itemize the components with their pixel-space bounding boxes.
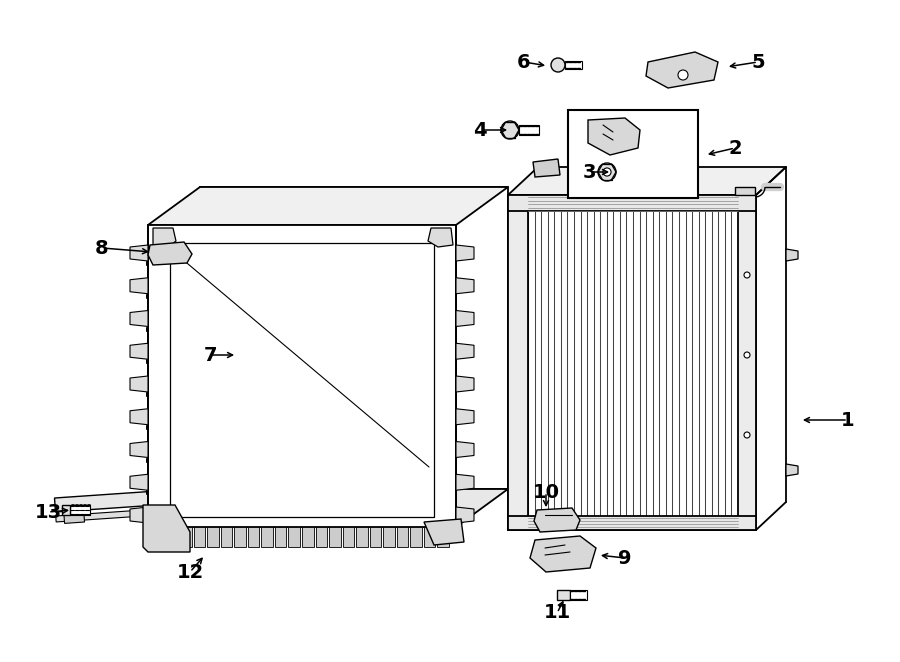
- Polygon shape: [424, 519, 464, 545]
- Polygon shape: [456, 474, 474, 491]
- Polygon shape: [508, 195, 528, 530]
- Polygon shape: [424, 527, 436, 547]
- Polygon shape: [261, 527, 273, 547]
- Polygon shape: [557, 590, 570, 600]
- Polygon shape: [64, 510, 85, 524]
- Polygon shape: [646, 52, 718, 88]
- Circle shape: [603, 168, 611, 176]
- Polygon shape: [55, 473, 420, 512]
- Polygon shape: [62, 505, 70, 515]
- Polygon shape: [130, 278, 148, 294]
- Text: 9: 9: [618, 549, 632, 567]
- Polygon shape: [130, 507, 148, 523]
- Polygon shape: [148, 187, 508, 225]
- Polygon shape: [170, 243, 434, 517]
- Polygon shape: [786, 249, 798, 261]
- Polygon shape: [130, 245, 148, 261]
- Polygon shape: [274, 527, 286, 547]
- Polygon shape: [56, 491, 421, 522]
- Text: 13: 13: [34, 502, 61, 522]
- Polygon shape: [180, 527, 192, 547]
- Polygon shape: [130, 474, 148, 491]
- Polygon shape: [456, 278, 474, 294]
- Circle shape: [744, 432, 750, 438]
- Polygon shape: [166, 527, 178, 547]
- Polygon shape: [565, 61, 582, 69]
- Polygon shape: [200, 187, 508, 489]
- Polygon shape: [343, 527, 355, 547]
- Polygon shape: [508, 167, 786, 195]
- Polygon shape: [234, 527, 246, 547]
- Circle shape: [678, 70, 688, 80]
- Text: 6: 6: [518, 52, 531, 71]
- Polygon shape: [207, 527, 219, 547]
- Polygon shape: [428, 228, 453, 247]
- Text: 5: 5: [752, 52, 765, 71]
- Polygon shape: [220, 527, 232, 547]
- Polygon shape: [456, 442, 474, 457]
- Polygon shape: [530, 536, 596, 572]
- Polygon shape: [153, 228, 176, 247]
- Polygon shape: [370, 527, 382, 547]
- Polygon shape: [508, 195, 756, 211]
- Bar: [568, 110, 698, 198]
- Polygon shape: [735, 187, 755, 195]
- Polygon shape: [130, 310, 148, 326]
- Polygon shape: [248, 527, 259, 547]
- Polygon shape: [397, 527, 409, 547]
- Polygon shape: [456, 507, 474, 523]
- Polygon shape: [588, 118, 640, 155]
- Polygon shape: [143, 505, 190, 552]
- Polygon shape: [519, 125, 539, 135]
- Polygon shape: [302, 527, 313, 547]
- Polygon shape: [508, 516, 756, 530]
- Polygon shape: [130, 344, 148, 359]
- Polygon shape: [148, 225, 456, 527]
- Text: 2: 2: [728, 138, 742, 158]
- Polygon shape: [456, 310, 474, 326]
- Polygon shape: [786, 464, 798, 476]
- Text: 8: 8: [95, 238, 109, 258]
- Polygon shape: [456, 245, 474, 261]
- Circle shape: [501, 121, 519, 139]
- Polygon shape: [316, 527, 327, 547]
- Circle shape: [744, 272, 750, 278]
- Polygon shape: [148, 242, 192, 265]
- Polygon shape: [153, 527, 165, 547]
- Polygon shape: [356, 527, 368, 547]
- Circle shape: [551, 58, 565, 72]
- Polygon shape: [70, 505, 90, 515]
- Polygon shape: [392, 487, 413, 501]
- Text: 11: 11: [544, 604, 571, 622]
- Text: 10: 10: [533, 483, 560, 502]
- Polygon shape: [456, 376, 474, 392]
- Polygon shape: [534, 508, 580, 532]
- Polygon shape: [533, 159, 560, 177]
- Polygon shape: [410, 527, 422, 547]
- Polygon shape: [508, 195, 756, 530]
- Polygon shape: [148, 489, 508, 527]
- Text: 12: 12: [176, 563, 203, 581]
- Text: 7: 7: [203, 346, 217, 365]
- Text: 3: 3: [582, 162, 596, 181]
- Polygon shape: [130, 442, 148, 457]
- Polygon shape: [194, 527, 205, 547]
- Circle shape: [744, 352, 750, 358]
- Polygon shape: [738, 195, 756, 530]
- Polygon shape: [329, 527, 340, 547]
- Circle shape: [598, 163, 616, 181]
- Text: 4: 4: [473, 120, 487, 140]
- Polygon shape: [130, 408, 148, 425]
- Text: 1: 1: [842, 410, 855, 430]
- Polygon shape: [570, 590, 587, 600]
- Polygon shape: [383, 527, 395, 547]
- Polygon shape: [289, 527, 300, 547]
- Polygon shape: [456, 408, 474, 425]
- Polygon shape: [456, 344, 474, 359]
- Polygon shape: [130, 376, 148, 392]
- Polygon shape: [437, 527, 449, 547]
